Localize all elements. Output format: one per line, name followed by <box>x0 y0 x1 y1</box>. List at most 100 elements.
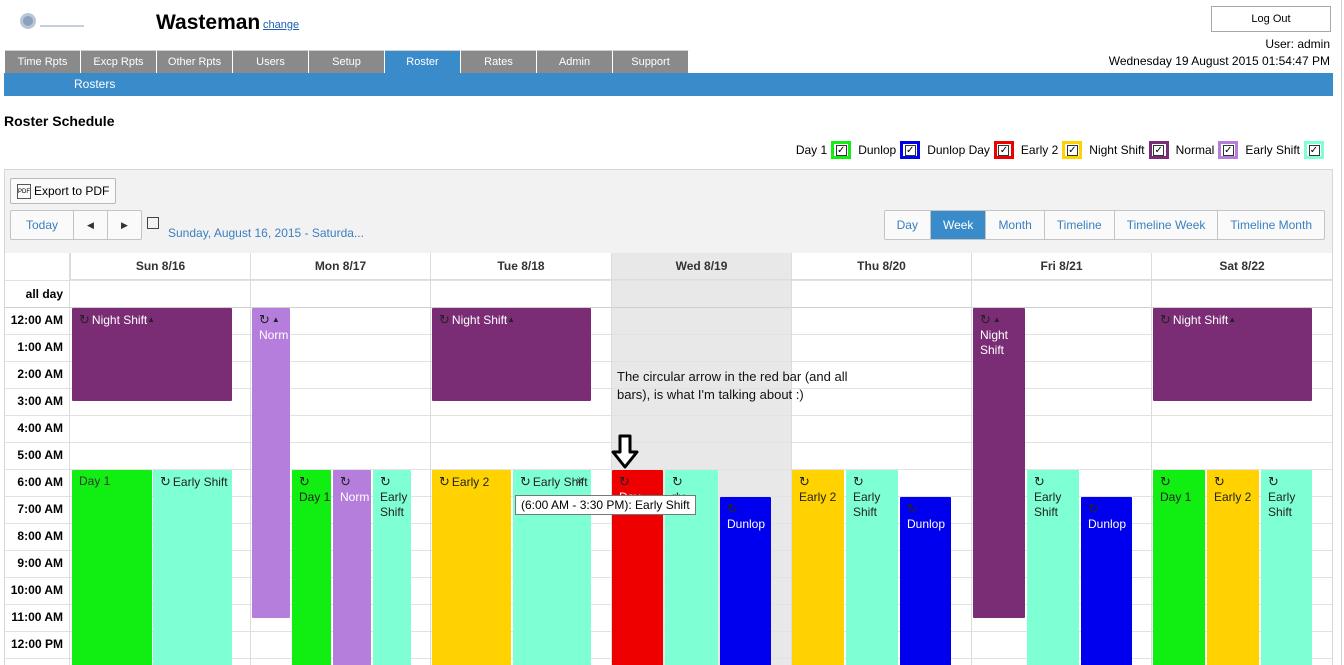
grid-line <box>69 253 70 665</box>
check-icon: ✓ <box>904 144 916 156</box>
event-early-shift[interactable]: ↻ Early Shift <box>373 470 411 665</box>
event-early2[interactable]: ↻ Early 2 <box>792 470 844 665</box>
legend-early2[interactable]: Early 2 ✓ <box>1020 141 1083 159</box>
grid-line <box>5 334 1332 335</box>
event-night-shift[interactable]: ↻ Night Shift▲ <box>1153 308 1312 401</box>
tab-admin[interactable]: Admin <box>537 50 613 73</box>
legend-checkbox[interactable]: ✓ <box>993 141 1014 159</box>
legend-checkbox[interactable]: ✓ <box>831 141 852 159</box>
day-header-sun: Sun 8/16 <box>70 253 250 280</box>
view-timeline-month[interactable]: Timeline Month <box>1230 218 1312 232</box>
view-timeline-week[interactable]: Timeline Week <box>1115 211 1219 239</box>
event-night-shift[interactable]: ↻ Night Shift▲ <box>72 308 232 401</box>
event-day1[interactable]: ↻ Day 1 <box>1153 470 1205 665</box>
page-border <box>1341 0 1342 665</box>
event-title: Early Shift <box>380 490 408 519</box>
export-label: Export to PDF <box>34 184 110 198</box>
event-title: Early Shift <box>172 475 228 489</box>
time-label: 11:00 AM <box>11 610 63 624</box>
logout-button[interactable]: Log Out <box>1211 6 1331 32</box>
date-range-label[interactable]: Sunday, August 16, 2015 - Saturda... <box>168 226 364 240</box>
event-dunlop[interactable]: ↻ Dunlop <box>720 497 771 665</box>
event-dunlop[interactable]: ↻ Dunlop <box>1081 497 1132 665</box>
legend-checkbox[interactable]: ✓ <box>900 141 921 159</box>
view-month[interactable]: Month <box>986 211 1045 239</box>
event-title: Day 1 <box>299 490 331 504</box>
recurrence-icon: ↻ <box>1214 474 1225 489</box>
recurrence-icon: ↻ <box>907 501 918 516</box>
subnav-rosters[interactable]: Rosters <box>74 77 116 91</box>
calendar-icon[interactable] <box>147 217 159 229</box>
prev-week-button[interactable]: ◀ <box>74 211 108 239</box>
event-early-shift[interactable]: ↻ Early Shift <box>1027 470 1079 665</box>
legend-checkbox[interactable]: ✓ <box>1148 141 1169 159</box>
today-button[interactable]: Today <box>11 211 75 239</box>
recurrence-icon: ↻ <box>259 312 270 327</box>
tab-setup[interactable]: Setup <box>309 50 385 73</box>
event-day1[interactable]: ↻ Day 1 <box>292 470 331 665</box>
legend-dunlop[interactable]: Dunlop ✓ <box>858 141 921 159</box>
tab-time-rpts[interactable]: Time Rpts <box>5 50 81 73</box>
view-timeline[interactable]: Timeline <box>1045 211 1115 239</box>
event-early2[interactable]: ↻ Early 2 <box>432 470 511 665</box>
recurrence-icon: ↻ <box>340 474 351 489</box>
change-link[interactable]: change <box>263 19 300 31</box>
event-normal[interactable]: ↻ ▲ Norm <box>252 308 290 618</box>
triangle-up-icon: ▲ <box>992 315 1001 324</box>
view-week[interactable]: Week <box>930 211 987 239</box>
event-night-shift[interactable]: ↻ ▲ Night Shift <box>973 308 1025 618</box>
legend-checkbox[interactable]: ✓ <box>1218 141 1239 159</box>
annotation-text: The circular arrow in the red bar (and a… <box>617 369 848 402</box>
legend-normal[interactable]: Normal ✓ <box>1176 141 1239 159</box>
event-normal[interactable]: ↻ Norm <box>333 470 371 665</box>
tab-support[interactable]: Support <box>613 50 689 73</box>
close-icon[interactable]: × <box>575 474 583 488</box>
grid-line <box>5 361 1332 362</box>
legend-day1[interactable]: Day 1 ✓ <box>796 141 852 159</box>
grid-line <box>5 307 1332 308</box>
time-label: 5:00 AM <box>17 448 63 462</box>
check-icon: ✓ <box>1308 144 1320 156</box>
company-logo <box>20 13 84 29</box>
event-dunlop[interactable]: ↻ Dunlop <box>900 497 951 665</box>
event-day1[interactable]: Day 1 <box>72 470 152 665</box>
legend-checkbox[interactable]: ✓ <box>1062 141 1083 159</box>
event-title: Night Shift <box>91 313 148 327</box>
tab-excp-rpts[interactable]: Excp Rpts <box>81 50 157 73</box>
app-title: Wasteman <box>156 11 261 34</box>
event-title: Early 2 <box>1214 490 1252 504</box>
event-early2[interactable]: ↻ Early 2 <box>1207 470 1259 665</box>
legend-early-shift[interactable]: Early Shift ✓ <box>1245 141 1324 159</box>
tab-roster[interactable]: Roster <box>385 50 461 73</box>
legend-dunlop-day[interactable]: Dunlop Day ✓ <box>927 141 1014 159</box>
event-title: Early Shift <box>532 475 588 489</box>
event-title: Early Shift <box>853 490 881 519</box>
day-header-fri: Fri 8/21 <box>971 253 1151 280</box>
time-label: 8:00 AM <box>17 529 63 543</box>
tab-users[interactable]: Users <box>233 50 309 73</box>
recurrence-icon: ↻ <box>160 474 171 489</box>
recurrence-icon: ↻ <box>980 312 991 327</box>
legend-label: Dunlop <box>858 143 897 157</box>
legend-night-shift[interactable]: Night Shift ✓ <box>1089 141 1169 159</box>
tab-rates[interactable]: Rates <box>461 50 537 73</box>
event-tooltip: (6:00 AM - 3:30 PM): Early Shift <box>515 495 696 515</box>
event-early-shift[interactable]: ↻ Early Shift <box>846 470 898 665</box>
export-pdf-button[interactable]: PDF Export to PDF <box>10 178 116 204</box>
recurrence-icon: ↻ <box>520 474 531 489</box>
event-title: Night Shift <box>1172 313 1229 327</box>
grid-line <box>5 280 1332 281</box>
tab-other-rpts[interactable]: Other Rpts <box>157 50 233 73</box>
event-title: Norm <box>340 490 370 504</box>
event-night-shift[interactable]: ↻ Night Shift▲ <box>432 308 591 401</box>
event-title: Night Shift <box>980 328 1009 357</box>
event-early-shift[interactable]: ↻ Early Shift <box>1261 470 1312 665</box>
legend-label: Early 2 <box>1020 143 1059 157</box>
allday-label: all day <box>25 287 63 301</box>
next-week-button[interactable]: ▶ <box>120 219 128 230</box>
user-label: User: admin <box>1265 37 1330 51</box>
view-day[interactable]: Day <box>885 211 931 239</box>
time-label: 12:00 PM <box>10 637 63 651</box>
legend-checkbox[interactable]: ✓ <box>1304 141 1324 159</box>
event-early-shift[interactable]: ↻ Early Shift <box>153 470 232 665</box>
